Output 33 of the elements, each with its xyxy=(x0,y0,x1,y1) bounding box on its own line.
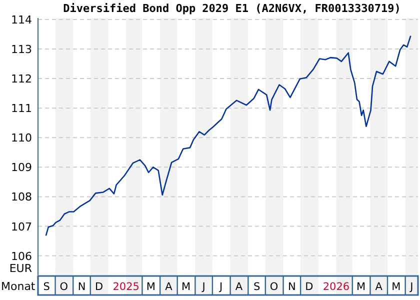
y-tick-label: 108 xyxy=(11,190,32,204)
x-tick-label: M xyxy=(146,281,156,293)
x-tick-label: O xyxy=(270,281,278,293)
y-tick-label: 112 xyxy=(11,72,32,86)
x-tick-label: A xyxy=(235,281,244,293)
y-tick-label: 114 xyxy=(11,13,32,26)
x-tick-label: M xyxy=(356,281,366,293)
x-axis-title: Monat xyxy=(1,280,36,293)
x-tick-label: N xyxy=(78,281,86,293)
x-tick-label: M xyxy=(181,281,190,293)
x-tick-label: D xyxy=(94,281,104,293)
x-tick-label: J xyxy=(218,281,223,293)
x-tick-label: D xyxy=(305,281,314,293)
y-tick-label: 110 xyxy=(11,132,32,145)
x-tick-label: A xyxy=(375,281,384,293)
x-tick-label: J xyxy=(201,281,206,293)
x-tick-label: 2026 xyxy=(322,281,350,293)
x-tick-label: A xyxy=(165,281,174,293)
y-tick-label: 111 xyxy=(11,102,32,116)
x-tick-label: J xyxy=(409,281,414,293)
y-tick-label: 107 xyxy=(11,220,32,234)
x-tick-label: M xyxy=(392,281,401,293)
x-tick-label: O xyxy=(60,281,68,293)
chart-title: Diversified Bond Opp 2029 E1 (A2N6VX, FR0013330719) xyxy=(63,2,401,15)
x-tick-label: S xyxy=(253,281,260,293)
y-tick-label: 109 xyxy=(11,161,32,174)
x-tick-label: 2025 xyxy=(112,281,140,293)
x-tick-label: N xyxy=(288,281,296,293)
y-tick-label: 113 xyxy=(11,43,32,56)
x-tick-label: S xyxy=(43,281,50,293)
y-tick-label: 106 xyxy=(11,250,32,263)
line-series xyxy=(45,36,412,236)
y-axis-title: EUR xyxy=(9,262,32,275)
